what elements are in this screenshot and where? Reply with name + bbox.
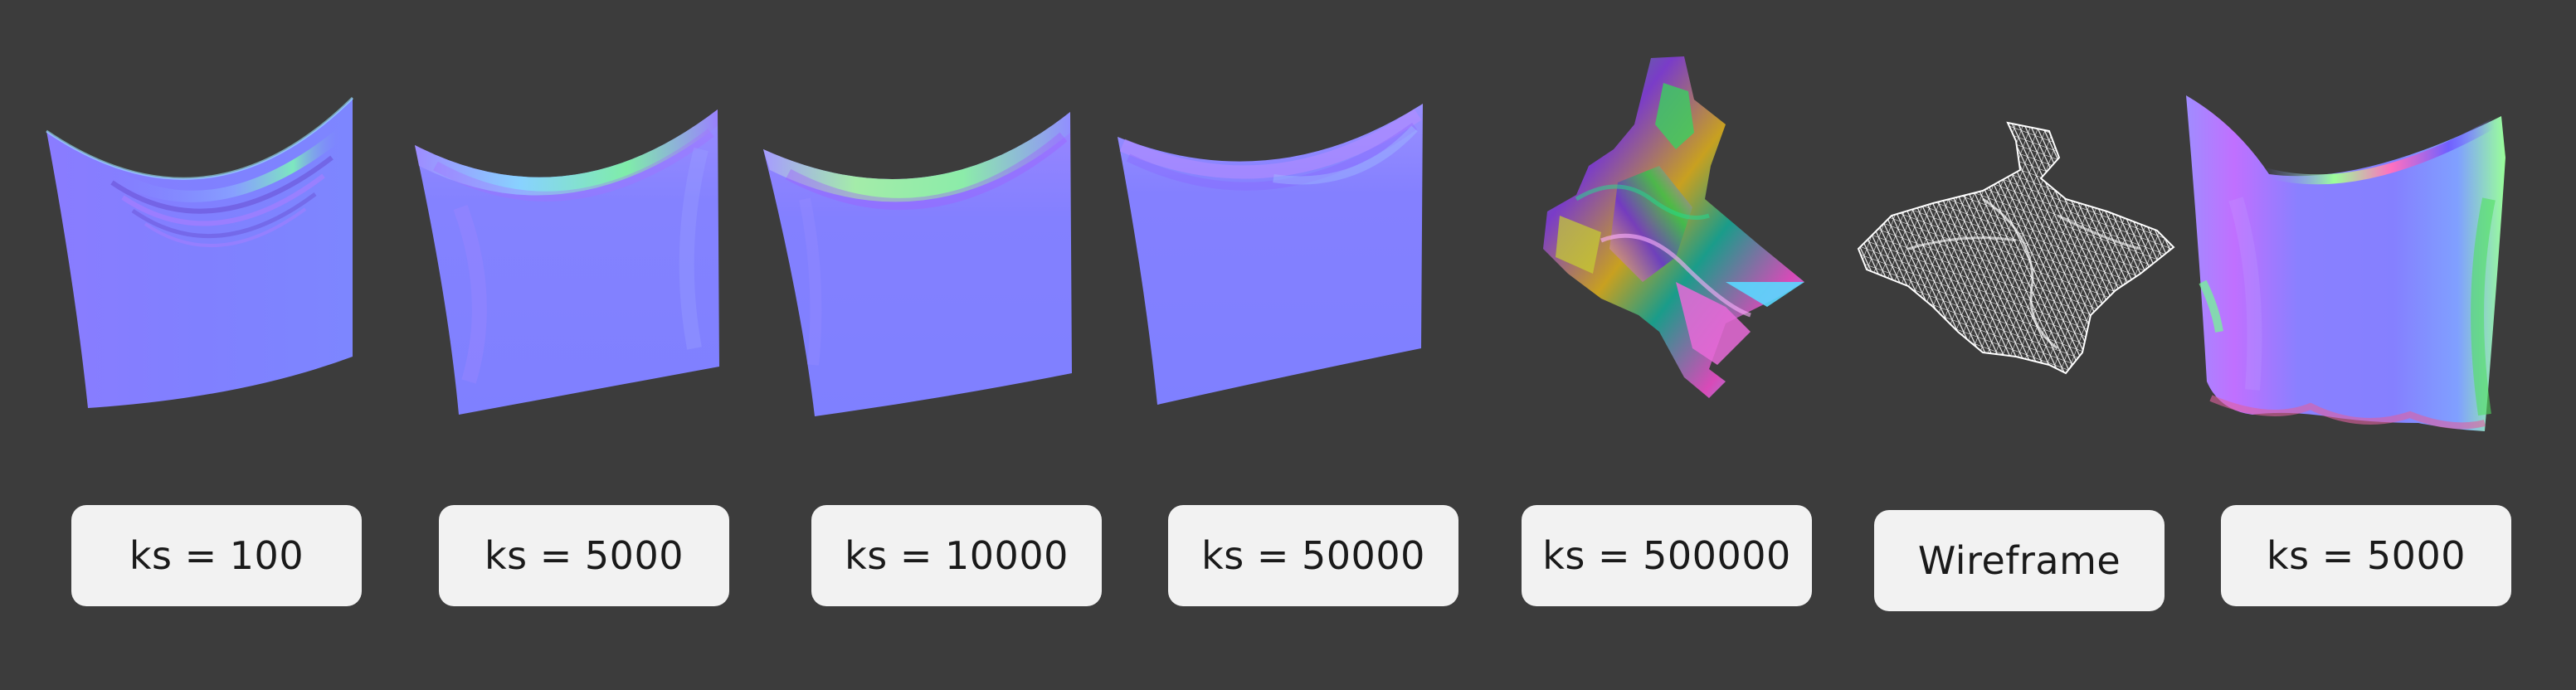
panel-label: ks = 50000	[1201, 533, 1425, 578]
panel-label: Wireframe	[1917, 538, 2121, 583]
label-box: ks = 10000	[811, 505, 1102, 606]
panel-label: ks = 10000	[845, 533, 1069, 578]
label-box: Wireframe	[1874, 510, 2165, 611]
panel-label: ks = 500000	[1542, 533, 1791, 578]
cloth-render-ks-5000-draped	[2169, 33, 2518, 464]
cloth-render-wireframe	[1842, 33, 2190, 464]
panel-label: ks = 100	[129, 533, 304, 578]
cloth-render-ks-500000	[1477, 33, 1825, 464]
cloth-image	[2186, 95, 2505, 431]
cloth-image	[415, 109, 719, 415]
panel-label: ks = 5000	[485, 533, 684, 578]
wireframe-image	[1857, 121, 2175, 375]
cloth-render-ks-10000	[755, 33, 1087, 464]
cloth-image	[1118, 104, 1423, 405]
cloth-image	[1543, 56, 1804, 398]
panel-label: ks = 5000	[2267, 533, 2466, 578]
label-box: ks = 5000	[2221, 505, 2511, 606]
cloth-image	[46, 96, 354, 408]
label-box: ks = 500000	[1522, 505, 1812, 606]
label-box: ks = 5000	[439, 505, 729, 606]
cloth-render-ks-100	[33, 33, 365, 464]
cloth-image	[763, 112, 1072, 416]
label-box: ks = 100	[71, 505, 362, 606]
cloth-render-ks-5000	[402, 33, 734, 464]
label-box: ks = 50000	[1168, 505, 1458, 606]
cloth-render-ks-50000	[1108, 33, 1439, 464]
